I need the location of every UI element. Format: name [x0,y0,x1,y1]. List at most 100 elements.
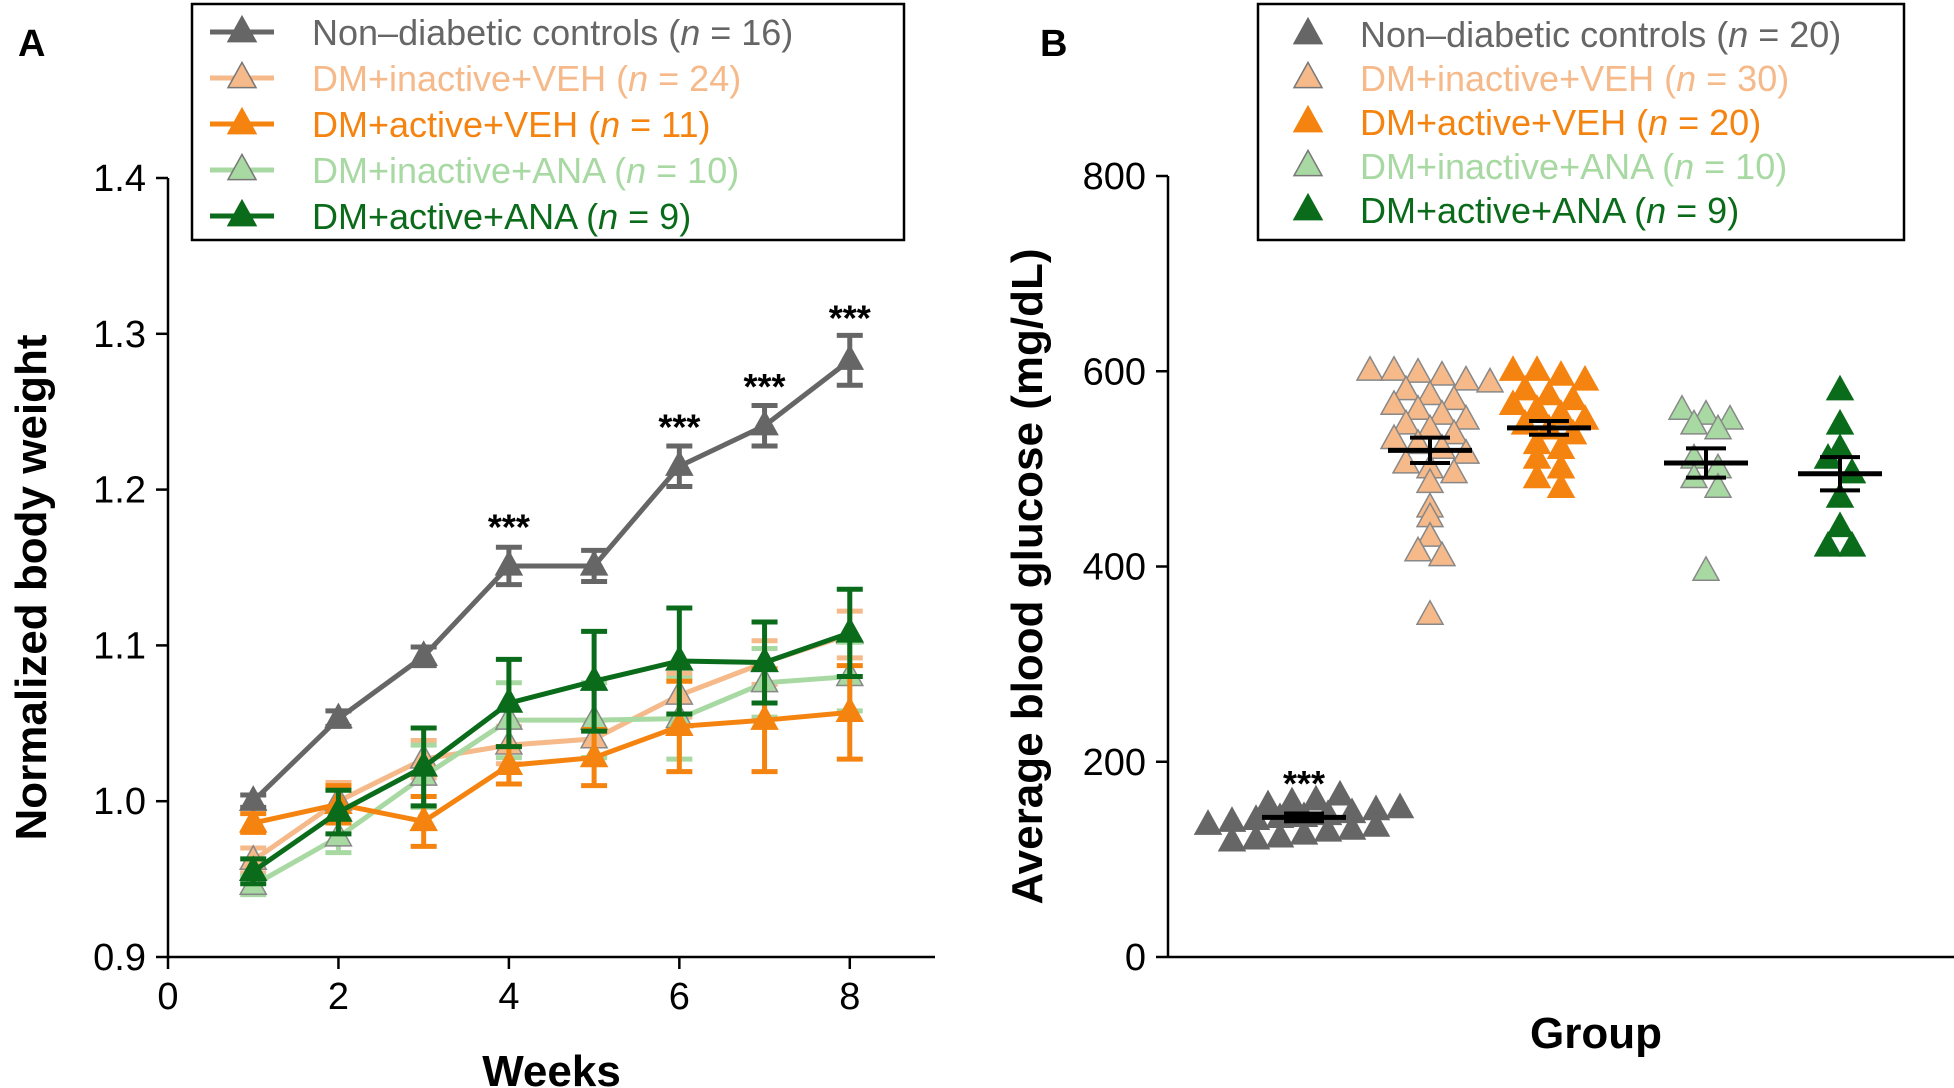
legend-label: DM+inactive+VEH (n = 30) [1360,58,1789,99]
data-point [409,640,438,666]
legend-marker-icon [1292,104,1324,133]
legend-label: DM+active+VEH (n = 11) [312,104,711,145]
data-point [409,805,438,832]
panel-b-label: B [1040,23,1067,65]
data-point [1679,408,1709,435]
significance-label: *** [744,366,786,407]
legend-marker-icon [1292,60,1324,89]
mean-sem-inactive_veh [1388,435,1472,466]
data-point [1403,428,1433,455]
data-point [1415,379,1445,406]
data-point [1837,530,1867,557]
mean-sem-inactive_ana [1664,446,1748,480]
data-point [1691,555,1721,582]
legend-label: DM+inactive+VEH (n = 24) [312,58,741,99]
data-point [1813,530,1843,557]
data-point [494,549,524,576]
data-point [1439,457,1469,484]
data-point [1379,389,1409,416]
panel-b-chart: B 0 200 400 600 800 Group Average blood glucos… [1003,2,1954,1058]
data-point [750,409,779,436]
series-line [251,632,851,863]
data-point [1415,599,1445,625]
panel-b-means [1262,419,1882,824]
data-point [1825,374,1855,401]
mean-sem-active_ana [1798,455,1882,493]
data-point [750,704,779,730]
panel-b-legend: Non–diabetic controls (n = 20)DM+inactiv… [1256,2,1906,242]
data-point [1825,511,1855,538]
data-point [1391,408,1421,435]
data-point [1427,540,1457,567]
y-axis-title: Average blood glucose (mg/dL) [1003,249,1052,905]
group-inactive_ana [1667,394,1745,582]
data-point [1403,357,1433,383]
data-point [324,796,353,822]
data-point [1825,482,1855,508]
y-tick-label: 1.3 [93,314,146,356]
panel-b-annotations: *** [1283,763,1325,804]
data-point [1301,784,1331,811]
legend-label: DM+inactive+ANA (n = 10) [312,150,739,191]
legend-label: DM+active+ANA (n = 9) [1360,190,1739,231]
data-point [835,616,865,643]
panel-a-series [238,332,865,898]
legend-marker-icon [226,14,258,43]
data-point [1534,379,1564,406]
data-point [835,344,865,370]
data-point [1703,472,1733,499]
y-tick-label: 0 [1125,937,1146,979]
series-inactive_ana [238,639,865,898]
data-point [1427,399,1457,425]
data-point [579,741,609,768]
data-point [1253,789,1283,816]
data-point [494,749,524,776]
series-control [238,332,865,811]
legend-box [190,2,906,242]
legend-marker-icon [226,106,258,135]
legend-label: Non–diabetic controls (n = 20) [1360,14,1841,55]
panel-a-legend: Non–diabetic controls (n = 16) DM+inactiv… [190,2,906,242]
data-point [1498,355,1528,381]
data-point [1522,355,1552,381]
y-tick-label: 800 [1083,156,1146,198]
panel-b-axes: 0 200 400 600 800 Group Average blood glucose … [1003,156,1954,1058]
data-point [1703,413,1733,440]
x-tick-label: 8 [839,976,860,1018]
data-point [1522,462,1552,489]
data-point [1546,399,1576,425]
y-tick-label: 200 [1083,742,1146,784]
legend-marker-icon [226,198,258,227]
y-axis-title: Normalized body weight [7,334,56,840]
data-point [1451,364,1481,391]
data-point [324,702,353,729]
data-point [1498,389,1528,416]
data-point [1265,821,1295,848]
x-axis-title: Group [1530,1009,1662,1058]
significance-label: *** [658,407,700,448]
data-point [238,806,268,833]
data-point [1825,408,1855,435]
x-axis-title: Weeks [482,1047,621,1088]
x-tick-label: 6 [669,976,690,1018]
data-point [1355,355,1385,381]
data-point [409,750,438,777]
panel-a-axes: 0.9 1.0 1.1 1.2 1.3 1.4 0 2 4 6 8 Weeks Normalized b… [7,158,935,1088]
legend-marker-icon [226,60,258,89]
data-point [1325,779,1355,806]
data-point [1337,814,1367,840]
data-point [665,710,694,737]
y-tick-label: 400 [1083,547,1146,589]
data-point [750,646,779,673]
series-active_ana [238,586,865,887]
legend-marker-icon [226,152,258,181]
significance-label: *** [488,506,530,547]
data-point [665,644,694,671]
data-point [238,855,268,881]
significance-label: *** [1283,763,1325,804]
data-point [1837,457,1867,484]
data-point [1415,521,1445,547]
panel-a-annotations: *** *** *** *** [488,298,871,548]
panel-a-label: A [18,23,45,65]
